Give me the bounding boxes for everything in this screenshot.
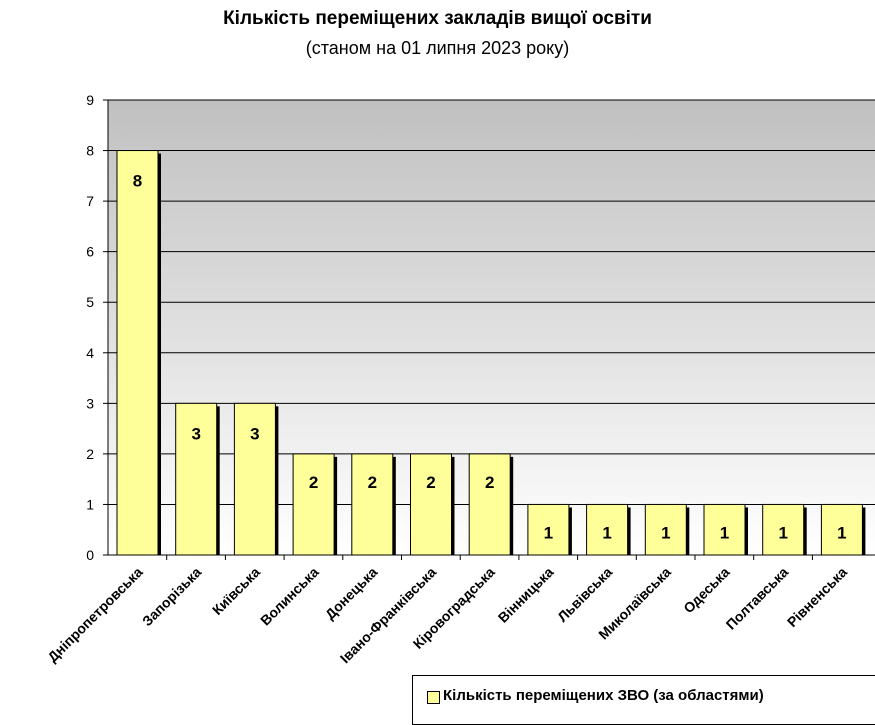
bar-value-label: 1: [720, 523, 729, 542]
bar: [116, 150, 159, 556]
y-tick-label: 5: [86, 294, 94, 310]
x-tick-label: Полтавська: [723, 564, 792, 633]
bar-value-label: 2: [485, 473, 494, 492]
legend-label: Кількість переміщених ЗВО (за областями): [443, 687, 764, 704]
bar-value-label: 3: [250, 424, 259, 443]
x-tick-label: Рівненська: [784, 564, 850, 630]
y-tick-label: 2: [86, 446, 94, 462]
legend: Кількість переміщених ЗВО (за областями): [412, 675, 875, 725]
x-tick-label: Вінницька: [495, 564, 557, 626]
x-tick-label: Одеська: [680, 564, 733, 617]
bar: [233, 402, 276, 556]
bar-value-label: 1: [661, 523, 670, 542]
x-tick-label: Львівська: [554, 564, 615, 625]
y-tick-label: 6: [86, 244, 94, 260]
bar-value-label: 1: [544, 523, 553, 542]
x-tick-label: Донецька: [322, 564, 381, 623]
bar-value-label: 3: [191, 424, 200, 443]
y-tick-label: 4: [86, 345, 94, 361]
bar-value-label: 2: [426, 473, 435, 492]
y-tick-label: 9: [86, 92, 94, 108]
bar: [644, 503, 687, 556]
y-tick-label: 3: [86, 395, 94, 411]
bar: [468, 453, 511, 556]
x-tick-label: Дніпропетровська: [44, 564, 146, 666]
bar: [351, 453, 394, 556]
bar: [292, 453, 335, 556]
chart-subtitle: (станом на 01 липня 2023 року): [305, 38, 570, 58]
bar: [527, 503, 570, 556]
y-tick-label: 1: [86, 496, 94, 512]
y-tick-label: 7: [86, 193, 94, 209]
x-tick-label: Запорізька: [139, 564, 204, 629]
x-tick-label: Волинська: [257, 564, 322, 629]
y-tick-label: 0: [86, 547, 94, 563]
data-labels: 8 3 3 2 2 2 2 1 1 1 1 1 1: [133, 172, 847, 543]
bar: [820, 503, 863, 556]
bar: [410, 453, 452, 556]
bar-value-label: 2: [309, 473, 318, 492]
bar: [175, 402, 218, 556]
bar-value-label: 8: [133, 172, 142, 191]
bars: [116, 150, 866, 556]
bar: [762, 503, 805, 556]
bar: [703, 503, 746, 556]
chart-title: Кількість переміщених закладів вищої осв…: [223, 8, 652, 29]
bar-value-label: 1: [778, 523, 787, 542]
bar-value-label: 1: [602, 523, 611, 542]
bar-value-label: 1: [837, 523, 846, 542]
x-tick-label: Київська: [209, 564, 263, 618]
x-tick-label: Івано-Франківська: [337, 564, 440, 667]
y-tick-label: 8: [86, 143, 94, 159]
bar-value-label: 2: [368, 473, 377, 492]
y-tick-labels: 0 1 2 3 4 5 6 7 8 9: [86, 92, 94, 563]
bar: [586, 503, 629, 556]
legend-swatch: [427, 691, 440, 704]
